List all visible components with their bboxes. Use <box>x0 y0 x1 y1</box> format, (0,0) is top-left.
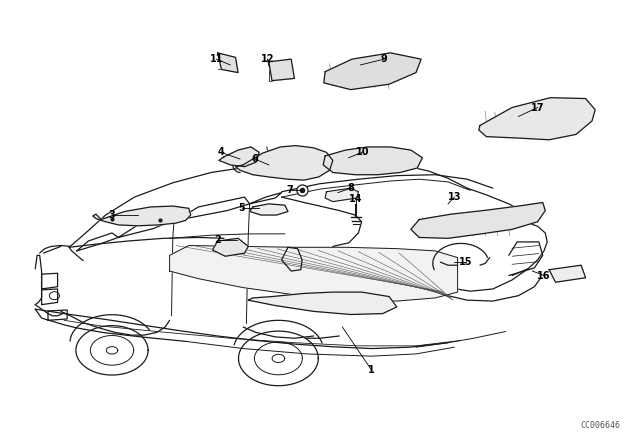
Text: 1: 1 <box>368 365 374 375</box>
Text: 5: 5 <box>239 203 245 213</box>
Text: CC006646: CC006646 <box>580 421 620 430</box>
Text: 13: 13 <box>447 192 461 202</box>
Polygon shape <box>411 202 545 238</box>
Polygon shape <box>479 98 595 140</box>
Text: 4: 4 <box>218 147 224 157</box>
Polygon shape <box>212 238 248 256</box>
Text: 3: 3 <box>109 210 115 220</box>
Text: 2: 2 <box>214 235 221 245</box>
Polygon shape <box>219 147 259 167</box>
Text: 6: 6 <box>252 154 258 164</box>
Text: 14: 14 <box>349 194 363 204</box>
Text: 12: 12 <box>260 54 275 64</box>
Polygon shape <box>250 204 288 215</box>
Polygon shape <box>236 146 333 180</box>
Text: 8: 8 <box>348 183 354 193</box>
Text: 11: 11 <box>209 54 223 64</box>
Text: 9: 9 <box>381 54 387 64</box>
Text: 16: 16 <box>537 271 551 280</box>
Polygon shape <box>323 147 422 175</box>
Polygon shape <box>324 53 421 90</box>
Polygon shape <box>549 265 586 282</box>
Text: 10: 10 <box>355 147 369 157</box>
Polygon shape <box>218 53 238 73</box>
Text: 17: 17 <box>531 103 545 112</box>
Polygon shape <box>93 206 191 226</box>
Text: 15: 15 <box>459 257 473 267</box>
Text: 7: 7 <box>286 185 292 195</box>
Polygon shape <box>248 292 397 314</box>
Polygon shape <box>170 246 458 301</box>
Polygon shape <box>269 59 294 81</box>
Polygon shape <box>325 188 358 202</box>
